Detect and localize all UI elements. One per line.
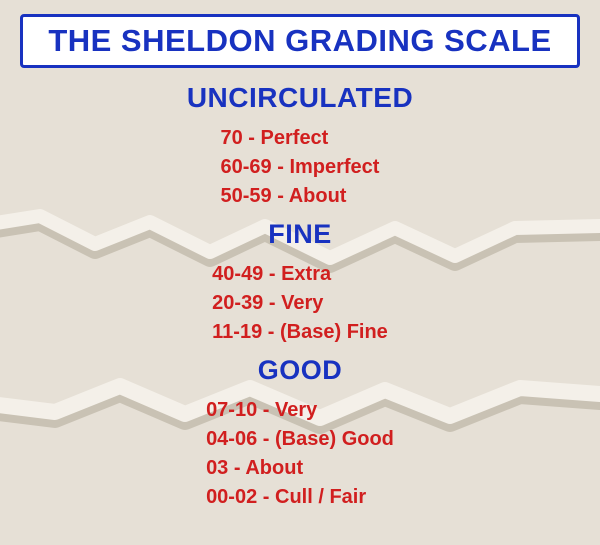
- grade-range: 70: [221, 127, 243, 149]
- grade-range: 03: [206, 457, 228, 479]
- grade-item: 50-59 - About: [221, 182, 347, 211]
- separator: -: [263, 292, 281, 314]
- separator: -: [272, 185, 289, 207]
- grade-item: 03 - About: [206, 454, 303, 483]
- separator: -: [272, 156, 290, 178]
- grade-label: (Base) Fine: [280, 321, 388, 343]
- grade-item: 00-02 - Cull / Fair: [206, 483, 366, 512]
- grade-label: Cull / Fair: [275, 486, 366, 508]
- grade-label: (Base) Good: [275, 428, 394, 450]
- grade-label: About: [289, 185, 347, 207]
- grade-range: 20-39: [212, 292, 263, 314]
- grade-item: 04-06 - (Base) Good: [206, 425, 394, 454]
- grade-label: Imperfect: [289, 156, 379, 178]
- sections-container: UNCIRCULATED70 - Perfect60-69 - Imperfec…: [187, 82, 413, 520]
- section-items: 70 - Perfect60-69 - Imperfect50-59 - Abo…: [221, 124, 380, 211]
- grade-range: 40-49: [212, 263, 263, 285]
- section-heading: GOOD: [258, 355, 343, 386]
- grade-range: 60-69: [221, 156, 272, 178]
- grade-item: 60-69 - Imperfect: [221, 153, 380, 182]
- separator: -: [257, 486, 275, 508]
- separator: -: [228, 457, 245, 479]
- separator: -: [257, 399, 275, 421]
- section-heading: FINE: [268, 219, 332, 250]
- grade-label: Very: [275, 399, 317, 421]
- separator: -: [263, 263, 281, 285]
- grade-range: 07-10: [206, 399, 257, 421]
- grade-section: GOOD07-10 - Very04-06 - (Base) Good03 - …: [187, 355, 413, 512]
- section-items: 07-10 - Very04-06 - (Base) Good03 - Abou…: [206, 396, 394, 512]
- grade-label: Very: [281, 292, 323, 314]
- grade-section: FINE40-49 - Extra20-39 - Very11-19 - (Ba…: [187, 219, 413, 347]
- grade-item: 07-10 - Very: [206, 396, 317, 425]
- grade-section: UNCIRCULATED70 - Perfect60-69 - Imperfec…: [187, 82, 413, 211]
- grade-range: 00-02: [206, 486, 257, 508]
- grade-range: 50-59: [221, 185, 272, 207]
- grade-item: 70 - Perfect: [221, 124, 329, 153]
- section-heading: UNCIRCULATED: [187, 82, 413, 114]
- grade-item: 20-39 - Very: [212, 289, 323, 318]
- title-text: THE SHELDON GRADING SCALE: [45, 23, 555, 59]
- separator: -: [262, 321, 280, 343]
- grade-label: Perfect: [261, 127, 329, 149]
- section-items: 40-49 - Extra20-39 - Very11-19 - (Base) …: [212, 260, 388, 347]
- grade-range: 04-06: [206, 428, 257, 450]
- grade-item: 11-19 - (Base) Fine: [212, 318, 388, 347]
- grade-item: 40-49 - Extra: [212, 260, 331, 289]
- grade-label: Extra: [281, 263, 331, 285]
- title-box: THE SHELDON GRADING SCALE: [20, 14, 580, 68]
- grade-label: About: [245, 457, 303, 479]
- grade-range: 11-19: [212, 321, 262, 343]
- separator: -: [257, 428, 275, 450]
- separator: -: [243, 127, 261, 149]
- infographic-content: THE SHELDON GRADING SCALE UNCIRCULATED 70…: [0, 0, 600, 545]
